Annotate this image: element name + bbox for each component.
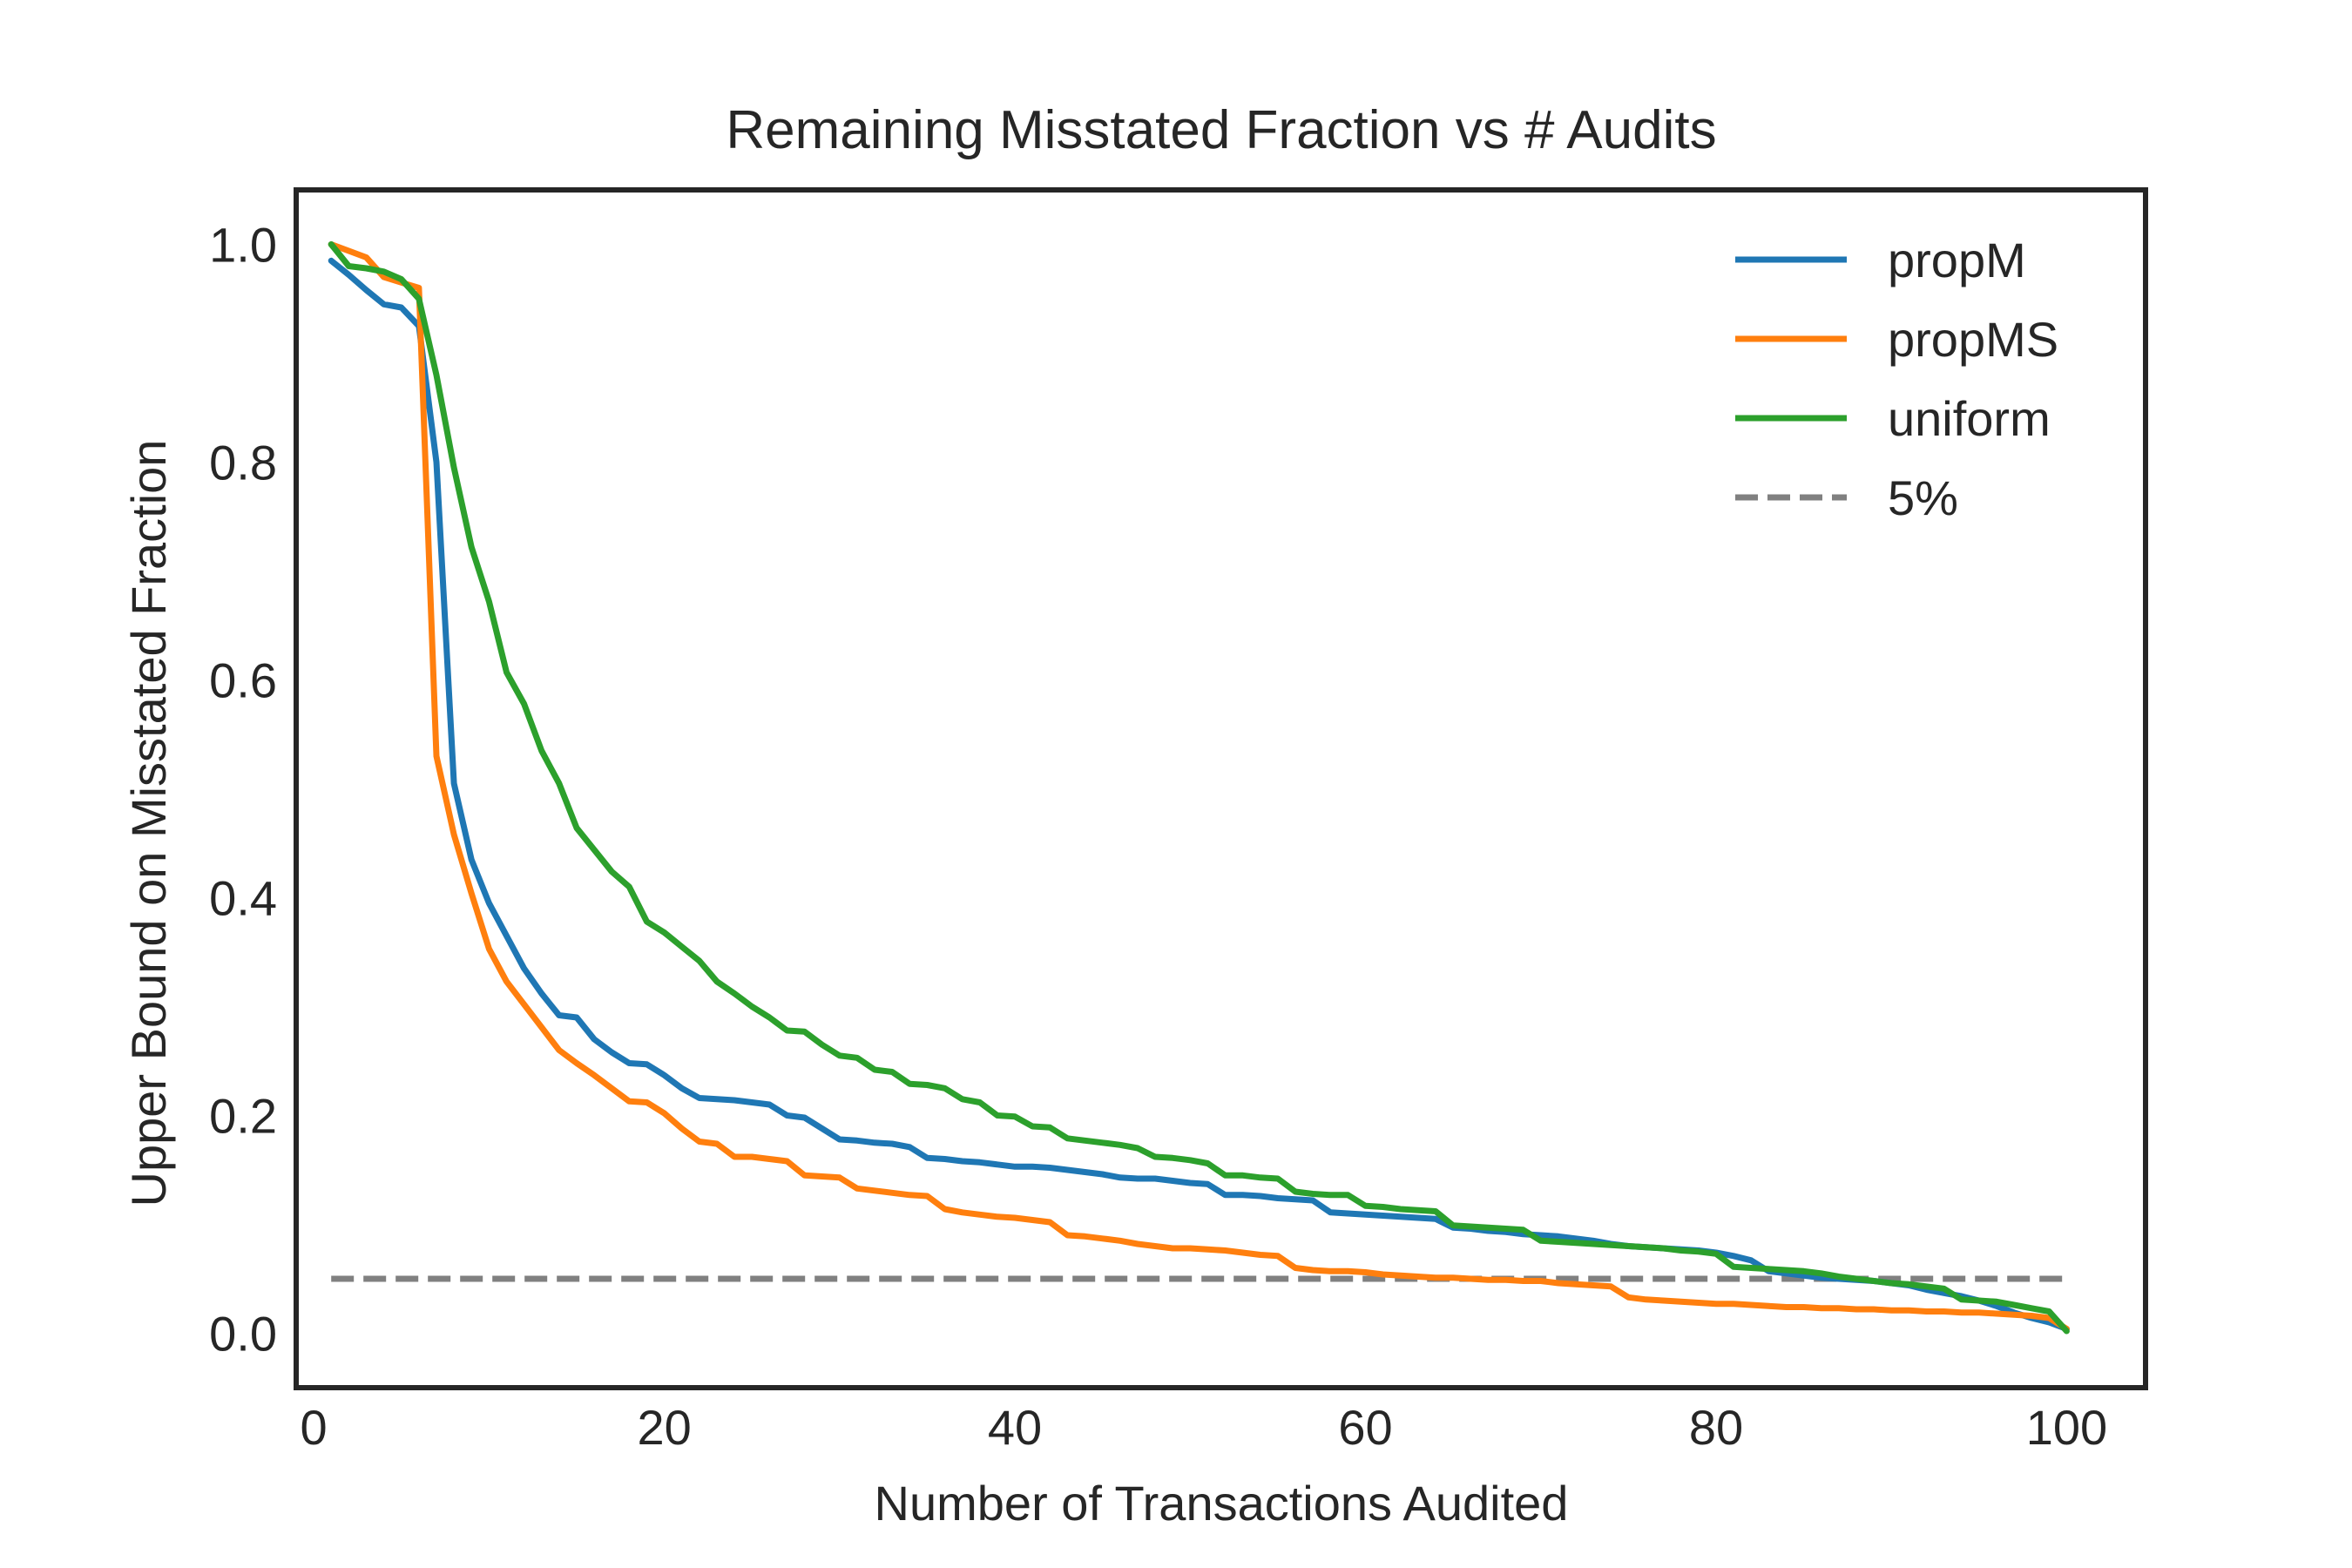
legend-label: uniform [1888,391,2051,446]
chart-title: Remaining Misstated Fraction vs # Audits [726,100,1716,160]
y-tick-label: 0.2 [209,1089,277,1144]
legend-label: 5% [1888,470,1958,525]
x-axis-label: Number of Transactions Audited [875,1476,1569,1531]
plot-area [294,187,2148,1390]
y-tick-label: 0.6 [209,653,277,708]
plot-frame [294,187,2148,1390]
y-tick-label: 1.0 [209,218,277,273]
series-line-propms [328,241,2070,1332]
y-axis-ticks: 0.0 0.2 0.4 0.6 0.8 1.0 [209,218,277,1362]
x-tick-label: 0 [301,1400,328,1455]
x-tick-label: 60 [1338,1400,1392,1455]
x-tick-label: 40 [988,1400,1042,1455]
y-tick-label: 0.0 [209,1307,277,1362]
x-tick-label: 20 [637,1400,691,1455]
x-axis-ticks: 0 20 40 60 80 100 [301,1400,2108,1455]
x-tick-label: 100 [2026,1400,2107,1455]
legend: propM propMS uniform 5% [1735,233,2058,525]
y-tick-label: 0.8 [209,436,277,490]
legend-label: propMS [1888,312,2058,367]
y-tick-label: 0.4 [209,871,277,926]
legend-label: propM [1888,233,2026,287]
x-tick-label: 80 [1689,1400,1743,1455]
series-line-uniform [328,241,2070,1335]
y-axis-label: Upper Bound on Misstated Fraction [121,440,176,1207]
